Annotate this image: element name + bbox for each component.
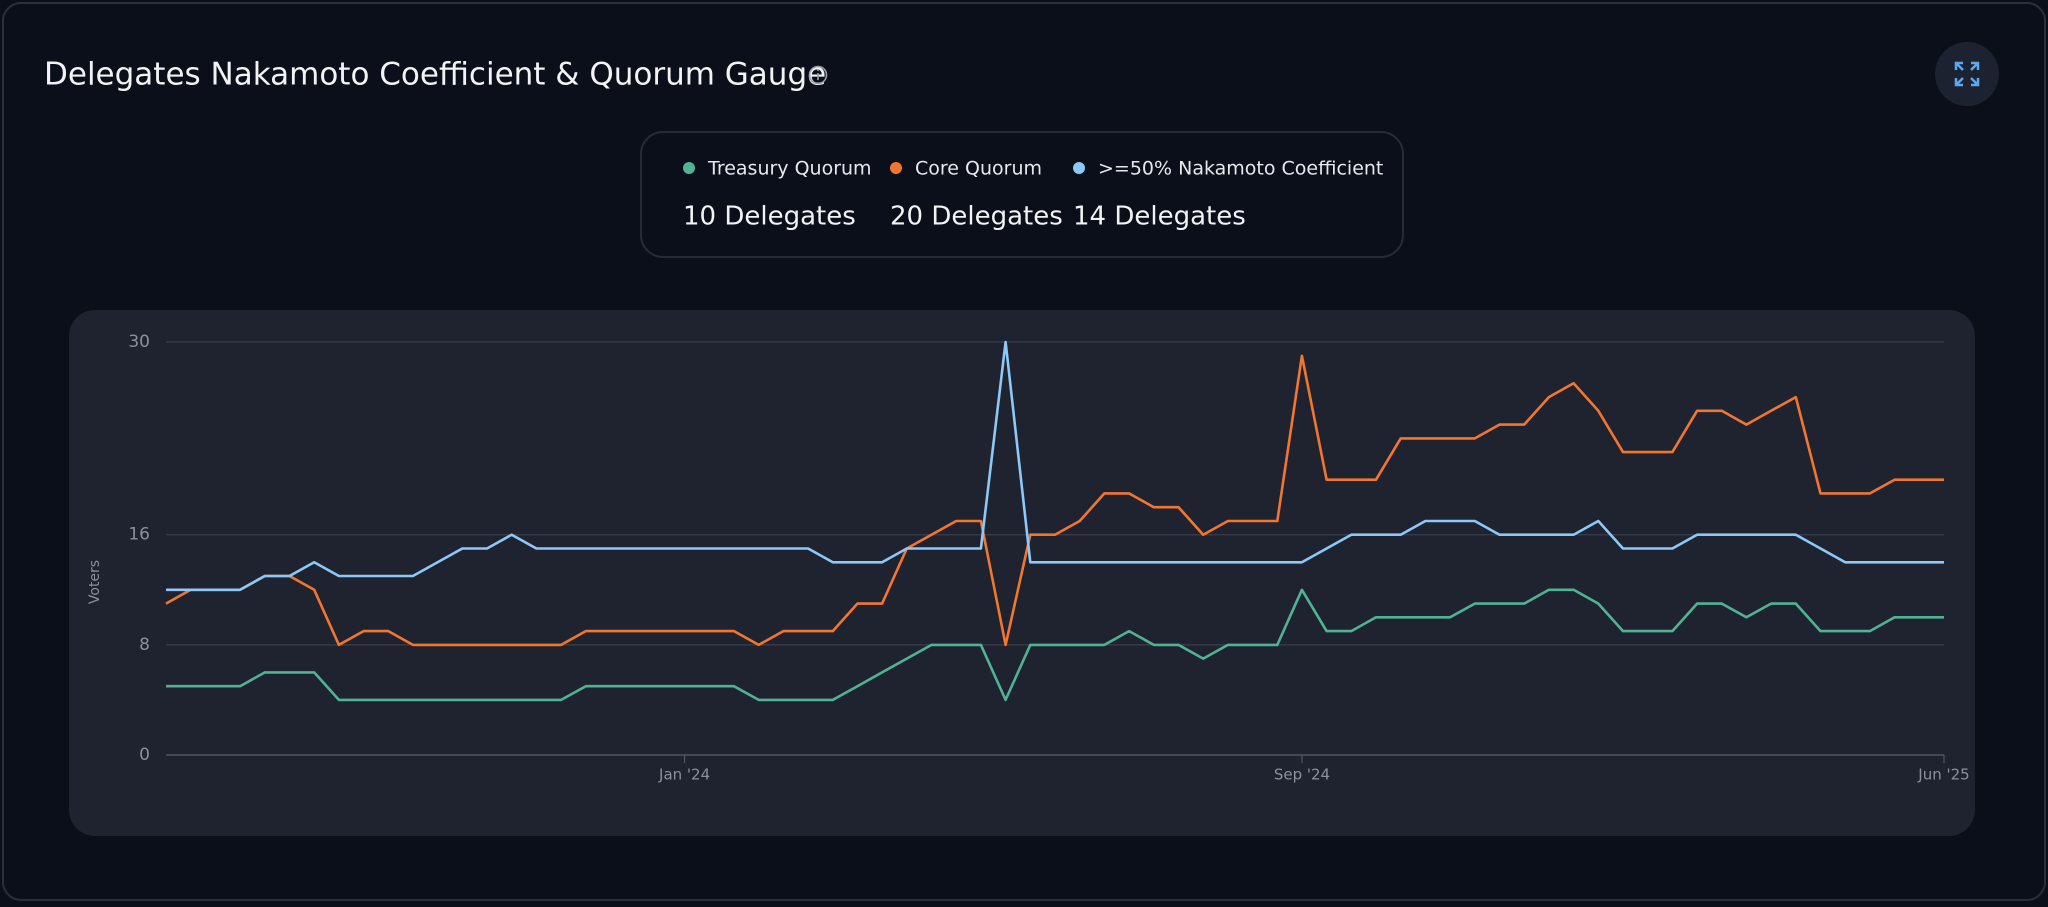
legend-box (640, 131, 1404, 258)
y-axis-label: Voters (87, 560, 103, 604)
legend-summary: 10 Delegates (683, 202, 856, 232)
expand-button[interactable] (1935, 42, 1999, 106)
legend-label: >=50% Nakamoto Coefficient (1098, 158, 1383, 180)
x-tick-label: Jan '24 (658, 766, 710, 784)
y-tick-label: 16 (128, 525, 150, 545)
legend-summary: 20 Delegates (890, 202, 1063, 232)
x-tick-label: Jun '25 (1917, 766, 1969, 784)
legend-swatch (1073, 162, 1085, 174)
y-tick-label: 30 (128, 332, 150, 352)
chart-title: Delegates Nakamoto Coefficient & Quorum … (44, 57, 826, 93)
series-line (165, 354, 1944, 647)
y-tick-label: 0 (139, 745, 150, 765)
legend-label: Treasury Quorum (707, 158, 872, 180)
legend-summary: 14 Delegates (1073, 202, 1246, 232)
legend-swatch (890, 162, 902, 174)
legend-swatch (683, 162, 695, 174)
x-tick-label: Sep '24 (1274, 766, 1330, 784)
series-line (166, 340, 1944, 592)
info-icon[interactable] (808, 65, 828, 85)
y-tick-label: 8 (139, 635, 150, 655)
series-line (166, 588, 1944, 702)
legend-label: Core Quorum (915, 158, 1042, 180)
